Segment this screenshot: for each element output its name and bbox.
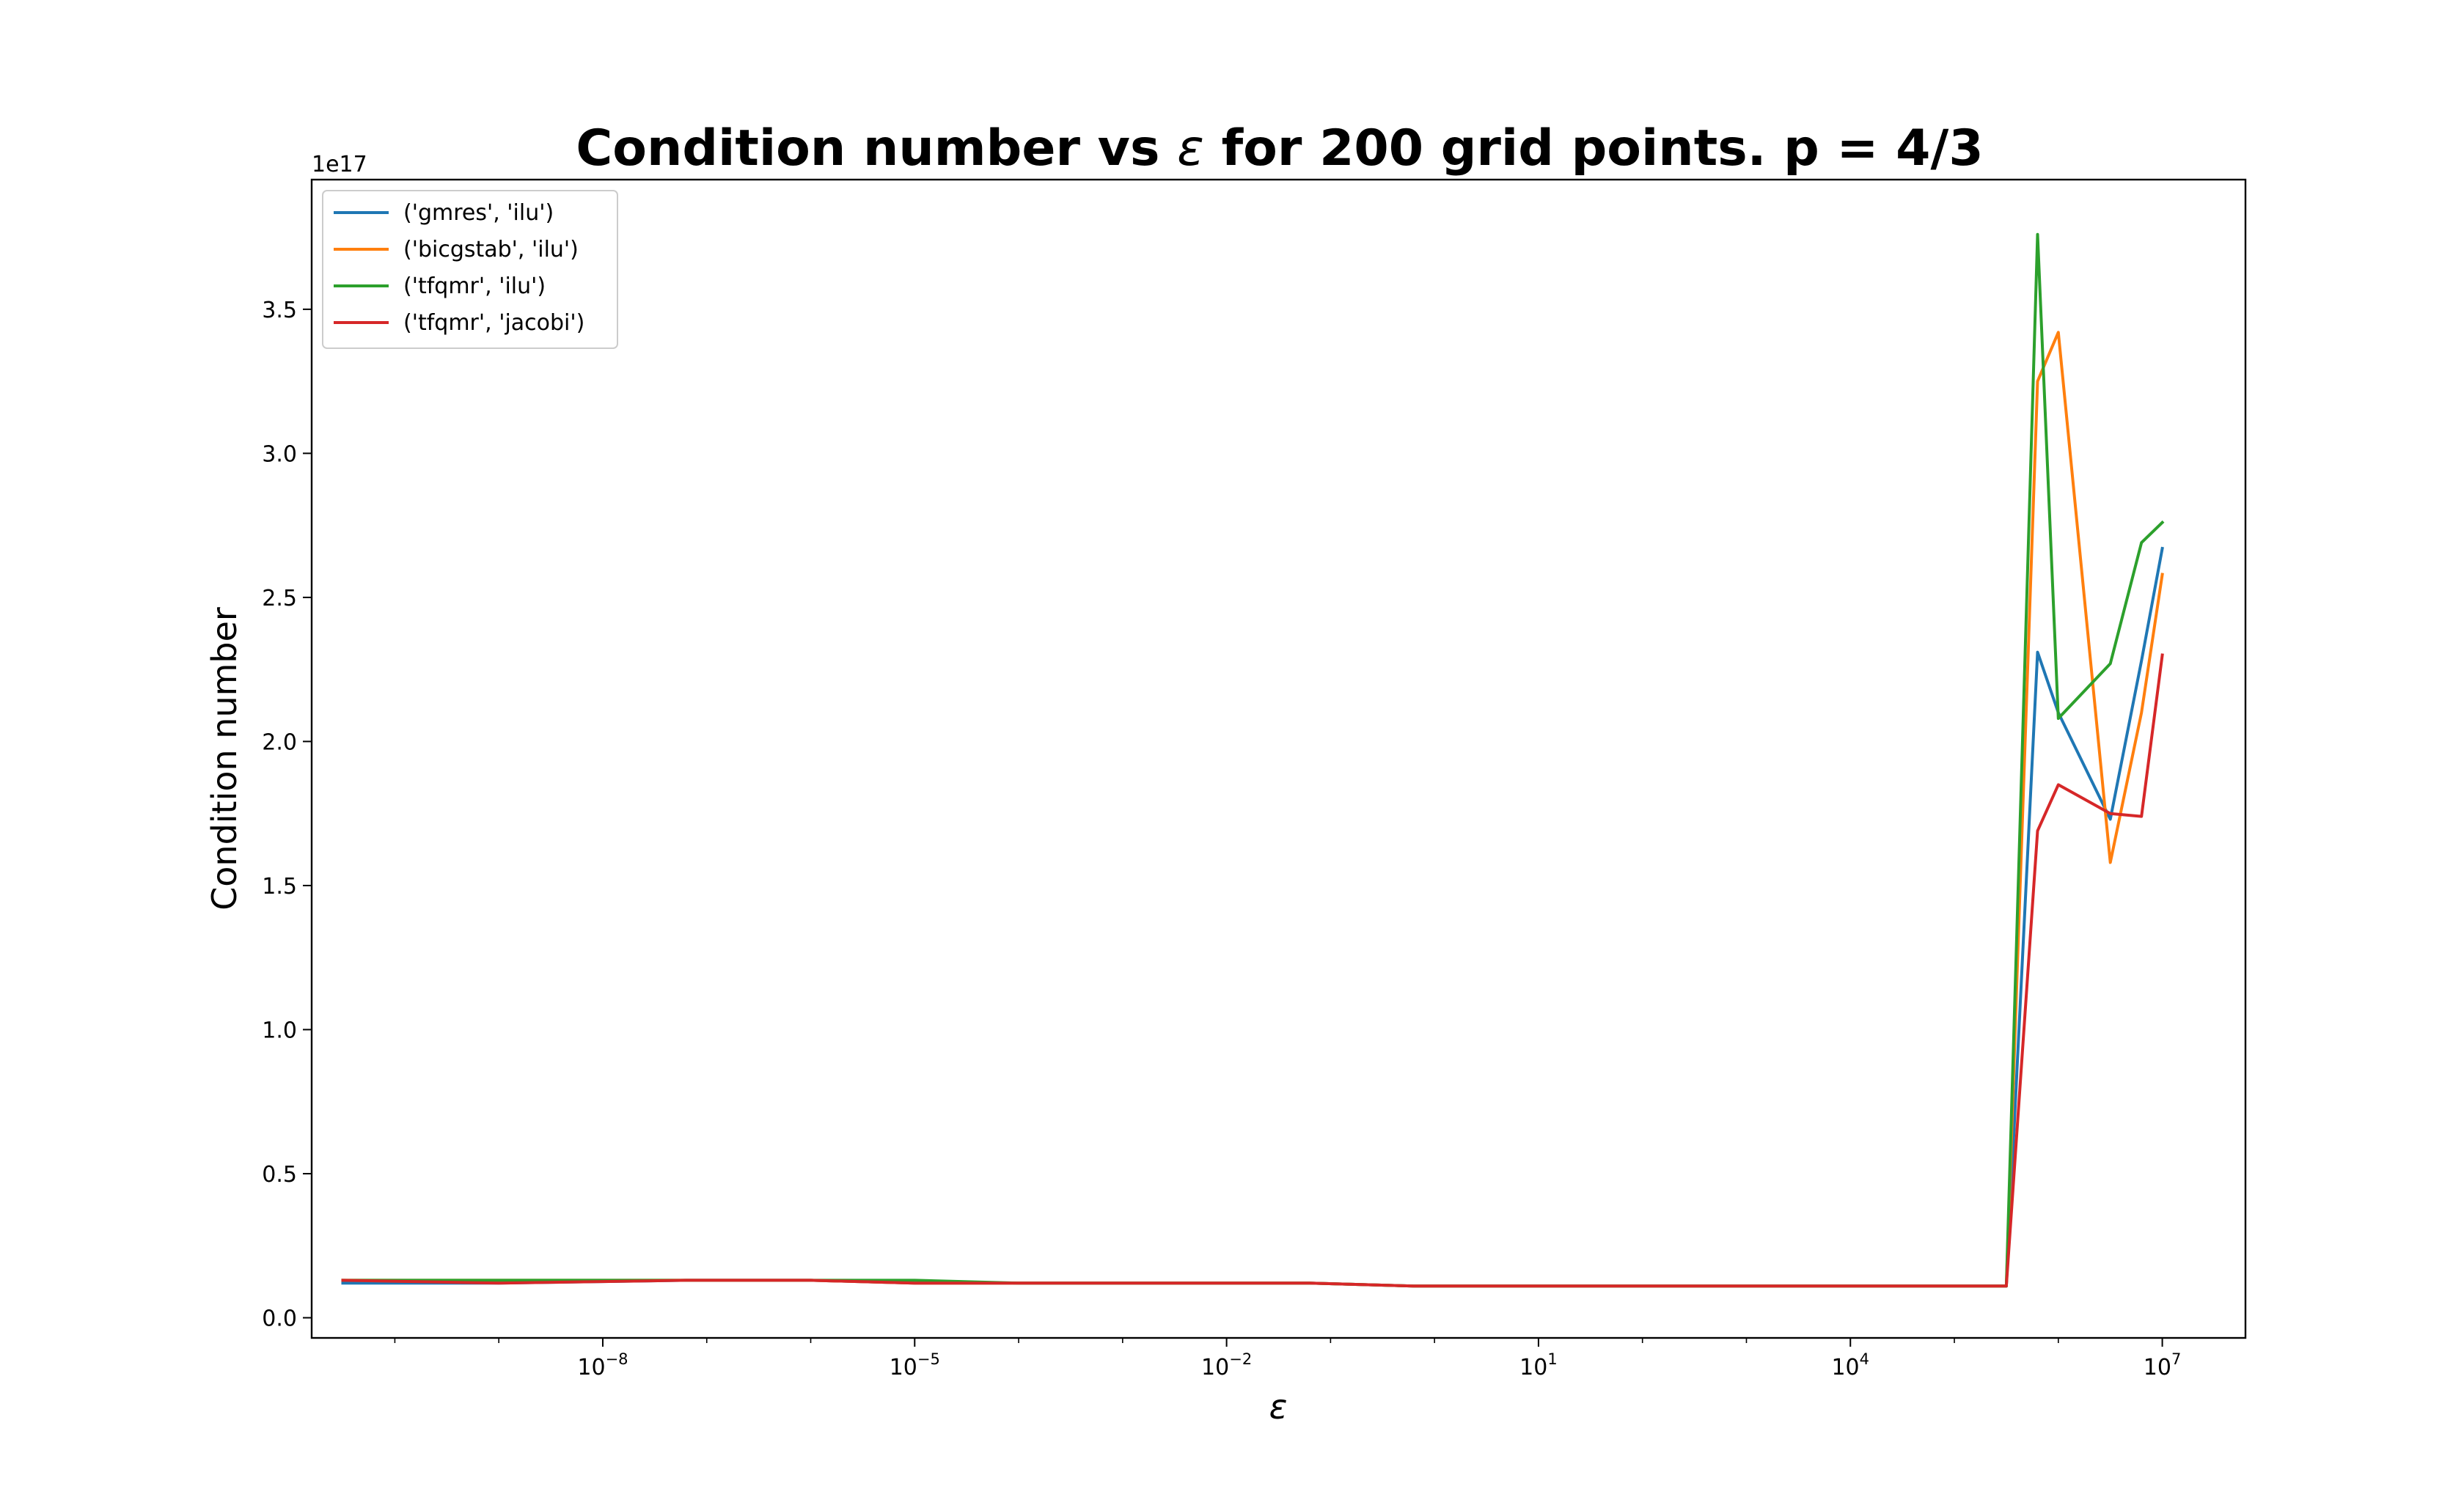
x-tick-base: 10 [1831,1355,1859,1380]
legend-label: ('bicgstab', 'ilu') [403,237,579,262]
y-tick-label: 3.0 [262,441,297,467]
x-tick-exponent: 1 [1547,1350,1557,1368]
y-axis-label: Condition number [205,607,244,911]
y-tick-label: 3.5 [262,298,297,323]
legend-label: ('tfqmr', 'ilu') [403,273,546,299]
plot-area [310,178,2247,1339]
y-tick-label: 0.0 [262,1306,297,1331]
x-tick-base: 10 [1201,1355,1229,1380]
legend-label: ('gmres', 'ilu') [403,200,554,226]
x-tick-base: 10 [1519,1355,1547,1380]
y-axis: 0.0 0.5 1.0 1.5 2.0 2.5 3.0 3.5 [262,298,312,1331]
x-tick-exponent: 4 [1860,1350,1869,1368]
title-epsilon-symbol: ε [1177,119,1204,177]
y-tick-label: 1.5 [262,874,297,900]
y-tick-label: 1.0 [262,1018,297,1043]
legend: ('gmres', 'ilu') ('bicgstab', 'ilu') ('tfq… [322,190,618,349]
y-multiplier-label: 1e17 [312,152,367,177]
y-tick-label: 2.0 [262,729,297,755]
x-tick-label: 10−5 [890,1350,940,1380]
plot-area-background [312,180,2245,1338]
x-tick-label: 10−8 [577,1350,628,1380]
series-layer [341,232,2165,1288]
x-axis: 10−8 10−5 10−2 101 104 107 [394,1338,2182,1380]
x-tick-exponent: −5 [917,1350,940,1368]
y-tick-label: 0.5 [262,1162,297,1188]
x-tick-label: 104 [1831,1350,1869,1380]
x-tick-exponent: −8 [606,1350,628,1368]
x-tick-label: 10−2 [1201,1350,1252,1380]
x-axis-label: ε [1269,1387,1288,1427]
legend-box [322,190,618,349]
x-tick-exponent: 7 [2171,1350,2181,1368]
x-tick-label: 107 [2144,1350,2182,1380]
x-tick-base: 10 [577,1355,605,1380]
x-tick-exponent: −2 [1229,1350,1252,1368]
series-line-4 [341,653,2164,1288]
x-tick-label: 101 [1519,1350,1558,1380]
x-tick-base: 10 [890,1355,917,1380]
legend-label: ('tfqmr', 'jacobi') [403,310,584,336]
y-tick-label: 2.5 [262,586,297,611]
x-tick-base: 10 [2144,1355,2171,1380]
chart-title: Condition number vs ε for 200 grid point… [576,119,1983,177]
plot-frame [310,178,2247,1339]
